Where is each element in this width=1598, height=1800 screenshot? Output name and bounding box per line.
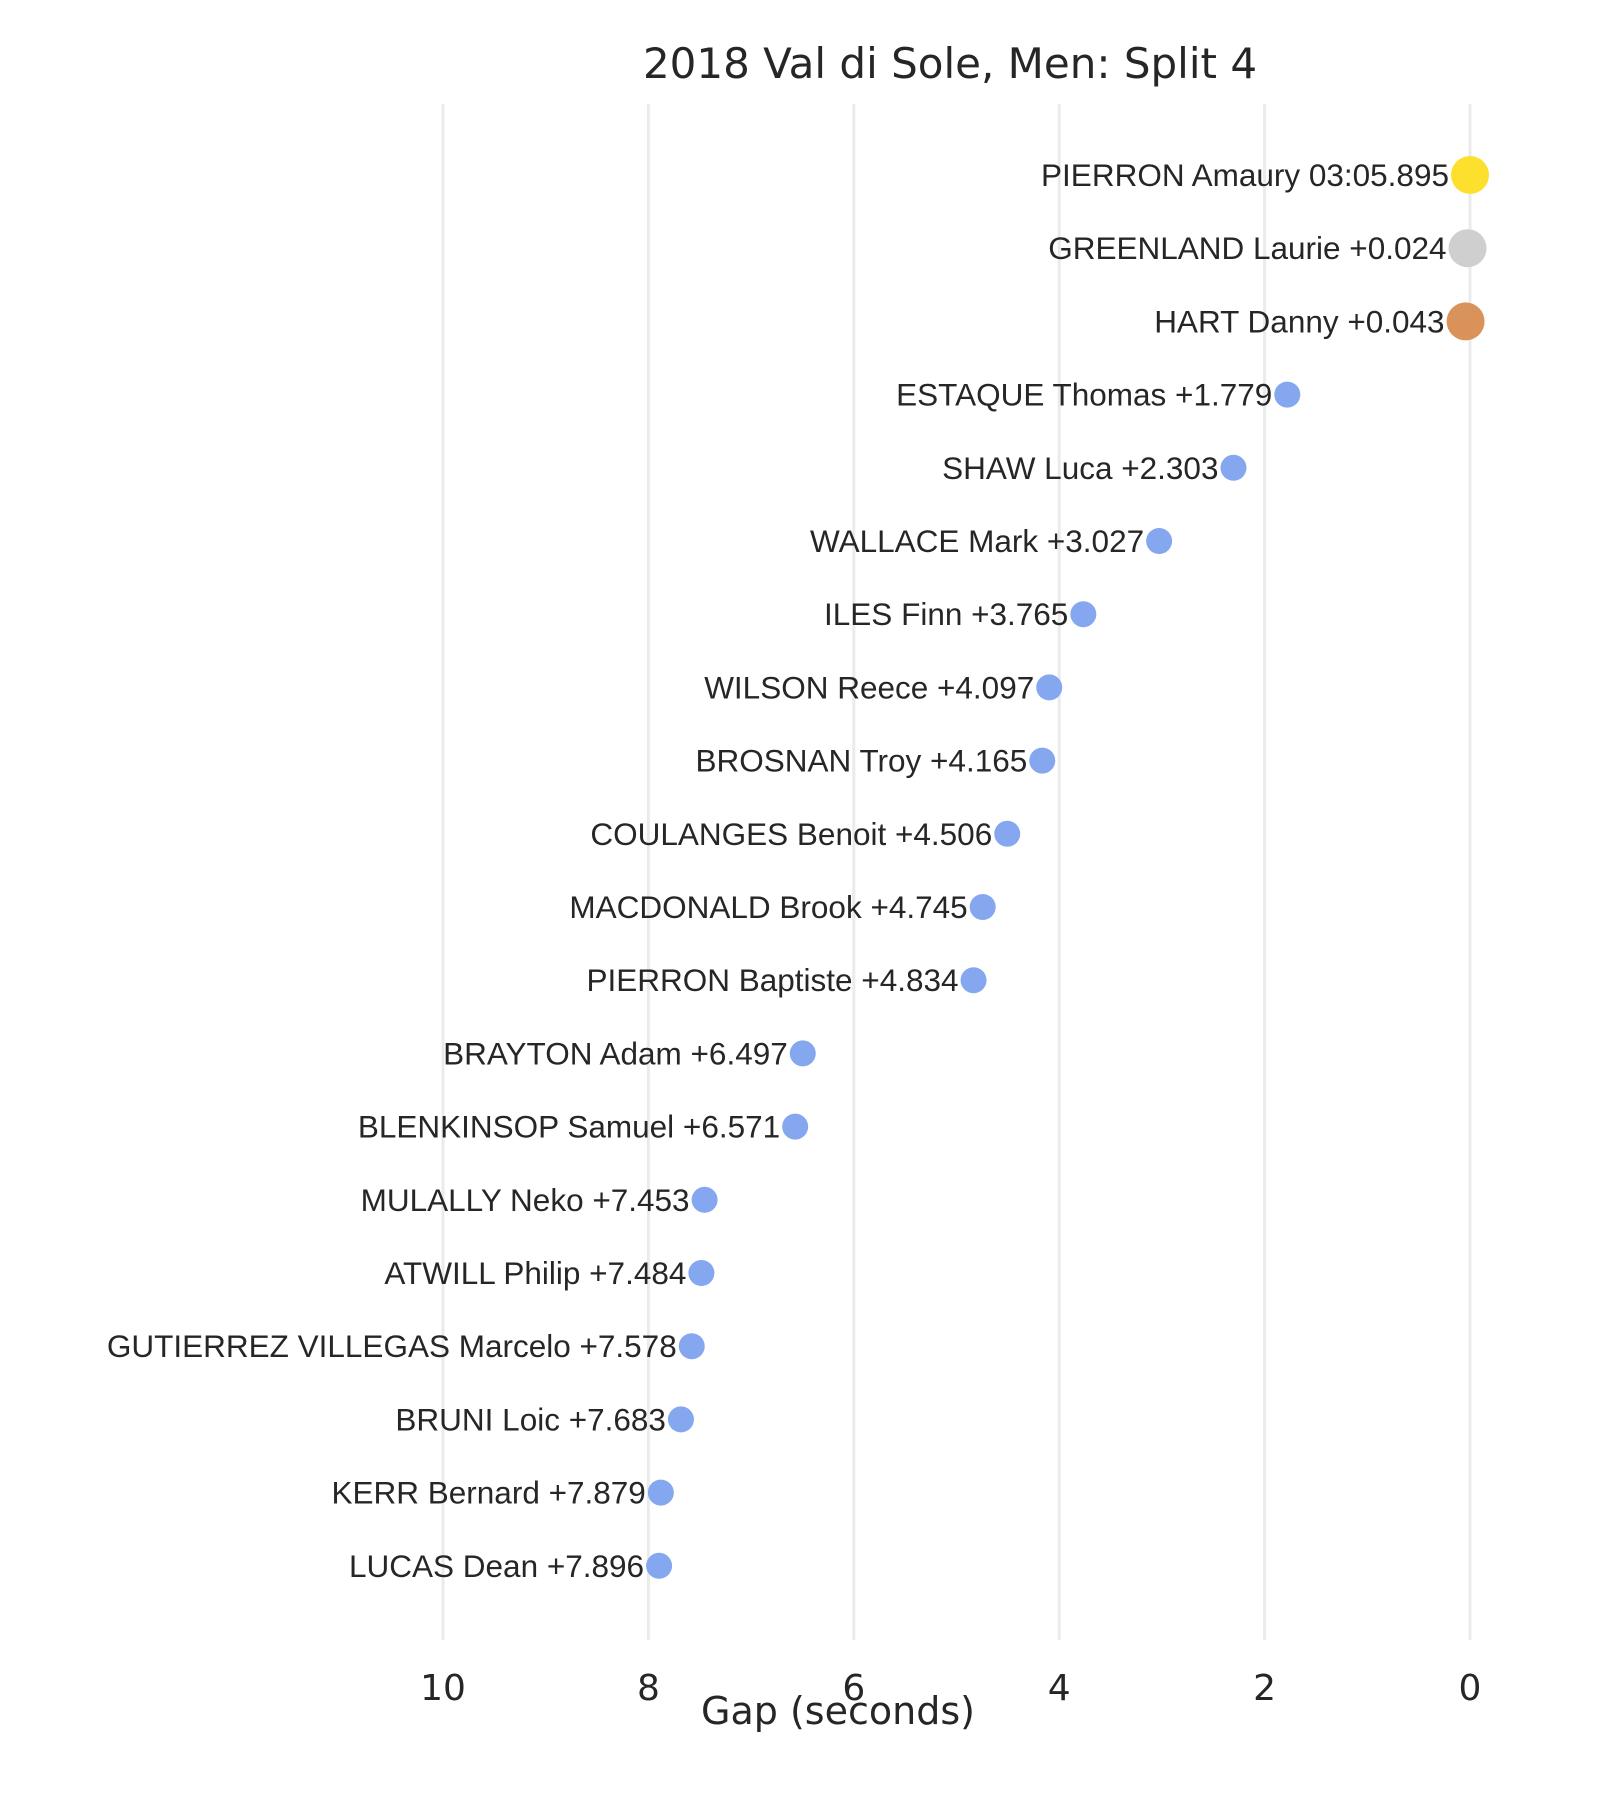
point-label: ILES Finn +3.765 xyxy=(824,596,1068,632)
x-tick-label: 6 xyxy=(842,1668,865,1709)
data-point xyxy=(667,1406,694,1433)
data-point xyxy=(1220,454,1247,481)
x-tick-label: 8 xyxy=(637,1668,660,1709)
data-point xyxy=(969,894,996,920)
point-label: GREENLAND Laurie +0.024 xyxy=(1048,230,1446,266)
data-point xyxy=(1274,381,1301,408)
point-label: MULALLY Neko +7.453 xyxy=(361,1182,690,1218)
point-label: BLENKINSOP Samuel +6.571 xyxy=(358,1109,780,1145)
data-point xyxy=(688,1260,715,1286)
data-points xyxy=(646,156,1489,1579)
chart-title: 2018 Val di Sole, Men: Split 4 xyxy=(643,39,1257,88)
data-point xyxy=(1036,674,1063,701)
data-point xyxy=(1446,302,1485,341)
x-tick-label: 4 xyxy=(1048,1668,1071,1709)
data-point xyxy=(1146,528,1173,554)
data-point xyxy=(1029,747,1056,774)
data-point xyxy=(1451,156,1489,194)
point-label: LUCAS Dean +7.896 xyxy=(349,1548,644,1584)
data-point xyxy=(678,1333,705,1360)
point-label: KERR Bernard +7.879 xyxy=(332,1475,646,1511)
x-tick-label: 0 xyxy=(1459,1668,1482,1709)
point-label: ESTAQUE Thomas +1.779 xyxy=(896,377,1272,413)
point-label: COULANGES Benoit +4.506 xyxy=(590,816,992,852)
point-label: BROSNAN Troy +4.165 xyxy=(695,743,1027,779)
data-point xyxy=(782,1113,809,1140)
point-label: MACDONALD Brook +4.745 xyxy=(569,889,967,925)
data-point xyxy=(647,1479,674,1506)
x-tick-labels: 10 8 6 4 2 0 xyxy=(420,1668,1481,1709)
point-label: PIERRON Baptiste +4.834 xyxy=(586,962,958,998)
gridlines xyxy=(441,104,1472,1640)
data-point xyxy=(1448,229,1487,268)
point-label: ATWILL Philip +7.484 xyxy=(384,1255,686,1291)
point-label: BRUNI Loic +7.683 xyxy=(395,1401,666,1437)
data-point xyxy=(691,1186,718,1213)
data-point xyxy=(960,967,987,994)
point-label: HART Danny +0.043 xyxy=(1154,303,1444,339)
x-tick-label: 2 xyxy=(1253,1668,1276,1709)
data-point xyxy=(1070,601,1097,628)
data-point xyxy=(994,820,1021,847)
point-label: BRAYTON Adam +6.497 xyxy=(443,1035,788,1071)
x-tick-label: 10 xyxy=(420,1668,466,1709)
point-label: WILSON Reece +4.097 xyxy=(704,669,1034,705)
point-label: GUTIERREZ VILLEGAS Marcelo +7.578 xyxy=(107,1328,677,1364)
point-label: PIERRON Amaury 03:05.895 xyxy=(1041,157,1449,193)
data-point xyxy=(789,1040,816,1067)
point-label: WALLACE Mark +3.027 xyxy=(810,523,1144,559)
data-point xyxy=(646,1552,673,1579)
x-axis-label: Gap (seconds) xyxy=(701,1689,975,1733)
point-labels: PIERRON Amaury 03:05.895 GREENLAND Laurie… xyxy=(107,157,1449,1584)
point-label: SHAW Luca +2.303 xyxy=(942,450,1218,486)
